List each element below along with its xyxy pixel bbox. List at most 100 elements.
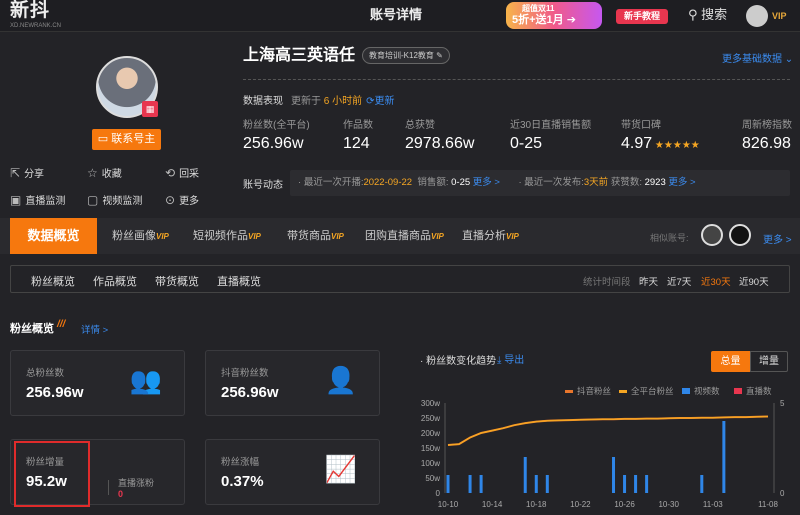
tab-label: 团购直播商品 — [365, 230, 431, 242]
video-bar — [523, 457, 527, 493]
search-button[interactable]: ⚲ 搜索 — [688, 7, 727, 23]
y-tick-label: 200w — [421, 429, 440, 438]
x-tick-label: 10-14 — [482, 500, 503, 509]
tab-label: 数据概览 — [27, 228, 80, 243]
subtab[interactable]: 作品概览 — [93, 276, 137, 288]
video-bar — [722, 421, 726, 493]
card-label: 粉丝涨幅 — [221, 457, 260, 468]
range-option[interactable]: 昨天 — [639, 277, 659, 288]
tab-0[interactable]: 数据概览 — [10, 218, 97, 254]
stat-value-text: 4.97 — [621, 135, 653, 152]
total-toggle[interactable]: 总量 — [711, 351, 750, 372]
users-icon: 👥 — [129, 365, 162, 395]
more-basic-data-link[interactable]: 更多基础数据 ⌄ — [722, 50, 793, 65]
export-label: 导出 — [504, 355, 525, 366]
stat-label: 作品数 — [343, 120, 373, 131]
tutorial-button[interactable]: 新手教程 — [616, 9, 668, 24]
promo-banner[interactable]: 超值双11 5折+送1月 ➔ — [506, 2, 602, 29]
stat-value-text: 2978.66w — [405, 135, 475, 152]
card-label: 粉丝增量 — [26, 457, 65, 468]
chevron-down-icon: ⌄ — [782, 54, 794, 65]
post-when: 3天前 — [583, 177, 609, 188]
promo-line1: 超值双11 — [522, 4, 555, 13]
legend-item[interactable]: 视频数 — [682, 385, 720, 397]
y-tick-label: 300w — [421, 399, 440, 408]
logo[interactable]: 新抖 — [10, 0, 51, 21]
action-label: 视频监测 — [102, 196, 143, 207]
tab-1[interactable]: 粉丝画像VIP — [112, 218, 192, 254]
user-avatar[interactable] — [746, 5, 768, 27]
refresh-label: 更新 — [374, 96, 395, 107]
stat-value: 2978.66w — [405, 135, 474, 153]
divider — [108, 480, 109, 495]
legend-item[interactable]: 直播数 — [734, 385, 772, 397]
main-tabs: 数据概览 粉丝画像VIP 短视频作品VIP 带货商品VIP 团购直播商品VIP 直播分析V… — [0, 218, 800, 254]
star-icon: ☆ — [87, 165, 98, 180]
search-label: 搜索 — [701, 7, 728, 22]
range-option[interactable]: 近90天 — [739, 277, 769, 288]
video-bar — [612, 457, 616, 493]
vip-tag: VIP — [331, 232, 344, 241]
vip-badge[interactable]: VIP — [772, 11, 787, 21]
legend-item[interactable]: 全平台粉丝 — [619, 385, 674, 397]
page-title: 账号详情 — [370, 7, 423, 22]
video-bar — [634, 475, 638, 493]
x-tick-label: 11-08 — [758, 500, 778, 509]
likes-label: 获赞数: — [610, 177, 642, 188]
card-value: 256.96w — [221, 384, 279, 401]
card-label: 总粉丝数 — [26, 368, 65, 379]
y-tick-label: 0 — [436, 489, 441, 498]
tab-5[interactable]: 直播分析VIP — [462, 218, 526, 254]
x-tick-label: 10-30 — [658, 500, 679, 509]
tab-3[interactable]: 带货商品VIP — [287, 218, 351, 254]
detail-link[interactable]: 详情 > — [81, 325, 109, 336]
action-live-monitor[interactable]: ▣ 直播监测 — [10, 192, 65, 208]
refresh-button[interactable]: ⟳更新 — [366, 96, 395, 107]
section-title: 粉丝概览 — [10, 323, 54, 335]
logo-subtitle: XD.NEWRANK.CN — [10, 23, 62, 29]
legend-label: 直播数 — [746, 386, 772, 396]
x-tick-label: 11-03 — [703, 500, 723, 509]
similar-account-avatar[interactable] — [701, 224, 723, 246]
action-label: 分享 — [24, 169, 45, 180]
action-more[interactable]: ⊙ 更多 — [165, 192, 199, 208]
similar-accounts-label: 相似账号: — [650, 233, 689, 243]
range-option[interactable]: 近7天 — [667, 277, 692, 288]
similar-more-link[interactable]: 更多 > — [763, 235, 792, 246]
post-more-link[interactable]: 更多 > — [668, 177, 696, 188]
user-settings-icon: 👤 — [324, 365, 357, 395]
category-tag[interactable]: 教育培训-K12教育 ✎ — [362, 47, 450, 64]
live-date: 2022-09-22 — [363, 177, 413, 188]
export-button[interactable]: ⤓ 导出 — [497, 351, 524, 366]
subtab[interactable]: 带货概览 — [155, 276, 199, 288]
vip-tag: VIP — [506, 232, 519, 241]
updated-prefix: 更新于 — [291, 96, 321, 107]
card-douyin-fans: 抖音粉丝数 256.96w 👤 — [205, 350, 380, 416]
highlight-box — [14, 441, 90, 507]
subtab[interactable]: 直播概览 — [217, 276, 261, 288]
edit-icon: ✎ — [433, 51, 443, 60]
legend-label: 抖音粉丝 — [577, 386, 612, 396]
range-option[interactable]: 近30天 — [701, 277, 731, 288]
stat-label: 总获赞 — [405, 120, 435, 131]
action-share[interactable]: ⇱ 分享 — [10, 165, 45, 181]
qr-code-icon[interactable]: ▦ — [142, 101, 158, 117]
increment-toggle[interactable]: 增量 — [750, 351, 788, 372]
action-video-monitor[interactable]: ▢ 视频监测 — [87, 192, 143, 208]
stat-label: 周新榜指数 — [742, 120, 792, 131]
legend-item[interactable]: 抖音粉丝 — [565, 385, 611, 397]
tab-4[interactable]: 团购直播商品VIP — [365, 218, 460, 254]
action-star[interactable]: ☆ 收藏 — [87, 165, 122, 181]
video-bar — [545, 475, 549, 493]
similar-account-avatar[interactable] — [729, 224, 751, 246]
more-basic-label: 更多基础数据 — [722, 54, 782, 65]
card-value: 0.37% — [221, 473, 264, 490]
category-label: 教育培训-K12教育 — [369, 51, 434, 60]
video-bar — [534, 475, 538, 493]
subtab[interactable]: 粉丝概览 — [31, 276, 75, 288]
live-more-link[interactable]: 更多 > — [472, 177, 500, 188]
x-tick-label: 10-10 — [438, 500, 459, 509]
contact-owner-button[interactable]: ▭ 联系号主 — [92, 129, 161, 150]
tab-2[interactable]: 短视频作品VIP — [193, 218, 277, 254]
action-recollect[interactable]: ⟲ 回采 — [165, 165, 199, 181]
